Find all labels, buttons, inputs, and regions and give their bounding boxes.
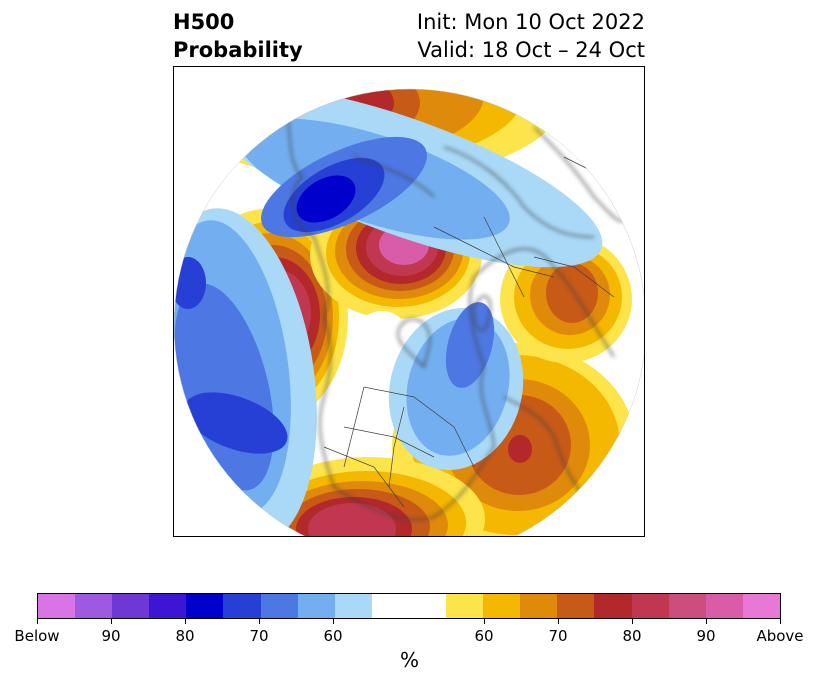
colorbar-tick — [484, 619, 485, 624]
chart-title-left: H500 Probability — [173, 8, 303, 64]
colorbar-above-segment — [520, 594, 558, 618]
title-product: Probability — [173, 38, 303, 62]
colorbar-below-segment — [297, 594, 335, 618]
init-date: Init: Mon 10 Oct 2022 — [416, 10, 645, 34]
colorbar-tick — [37, 619, 38, 624]
colorbar-tick — [632, 619, 633, 624]
colorbar-label-above-80: 80 — [622, 627, 642, 645]
colorbar-above-segment — [594, 594, 632, 618]
colorbar-below-segment — [38, 594, 76, 618]
valid-range: Valid: 18 Oct – 24 Oct — [417, 38, 645, 62]
colorbar-tick — [111, 619, 112, 624]
colorbar-above-segment — [631, 594, 669, 618]
title-variable: H500 — [173, 10, 235, 34]
colorbar-above-segment — [668, 594, 706, 618]
colorbar-label-above: Above — [756, 627, 804, 645]
map-svg — [174, 88, 644, 536]
colorbar-below-segment — [112, 594, 150, 618]
colorbar-tick — [185, 619, 186, 624]
colorbar-above-segment — [557, 594, 595, 618]
colorbar-below-segment — [149, 594, 187, 618]
anomaly-central-trough — [388, 302, 524, 471]
colorbar-label-below-70: 70 — [249, 627, 269, 645]
colorbar-tick — [558, 619, 559, 624]
colorbar-label-above-90: 90 — [696, 627, 716, 645]
colorbar-tick — [780, 619, 781, 624]
colorbar — [37, 593, 781, 619]
colorbar-below-segment — [223, 594, 261, 618]
probability-map — [173, 66, 645, 537]
colorbar-tick — [259, 619, 260, 624]
neutral-polar-gap — [360, 311, 404, 343]
colorbar-below-segment — [75, 594, 113, 618]
colorbar-below-segment — [334, 594, 372, 618]
colorbar-unit-label: % — [399, 648, 419, 672]
colorbar-label-below: Below — [14, 627, 60, 645]
colorbar-tick — [706, 619, 707, 624]
colorbar-above-segment — [446, 594, 484, 618]
anomaly-east-asia-ridge — [500, 235, 632, 363]
colorbar-below-segment — [260, 594, 298, 618]
colorbar-above-segment — [483, 594, 521, 618]
colorbar-above-segment — [742, 594, 780, 618]
colorbar-below-segment — [186, 594, 224, 618]
colorbar-label-below-80: 80 — [175, 627, 195, 645]
hemisphere-edge — [174, 88, 644, 536]
colorbar-label-below-60: 60 — [323, 627, 343, 645]
colorbar-label-above-70: 70 — [548, 627, 568, 645]
hemisphere-disc — [174, 89, 644, 536]
colorbar-neutral-segment — [371, 594, 447, 618]
colorbar-label-below-90: 90 — [101, 627, 121, 645]
chart-title-right: Init: Mon 10 Oct 2022 Valid: 18 Oct – 24… — [389, 8, 645, 64]
colorbar-tick — [333, 619, 334, 624]
colorbar-label-above-60: 60 — [474, 627, 494, 645]
country-borders — [323, 106, 635, 508]
colorbar-above-segment — [705, 594, 743, 618]
